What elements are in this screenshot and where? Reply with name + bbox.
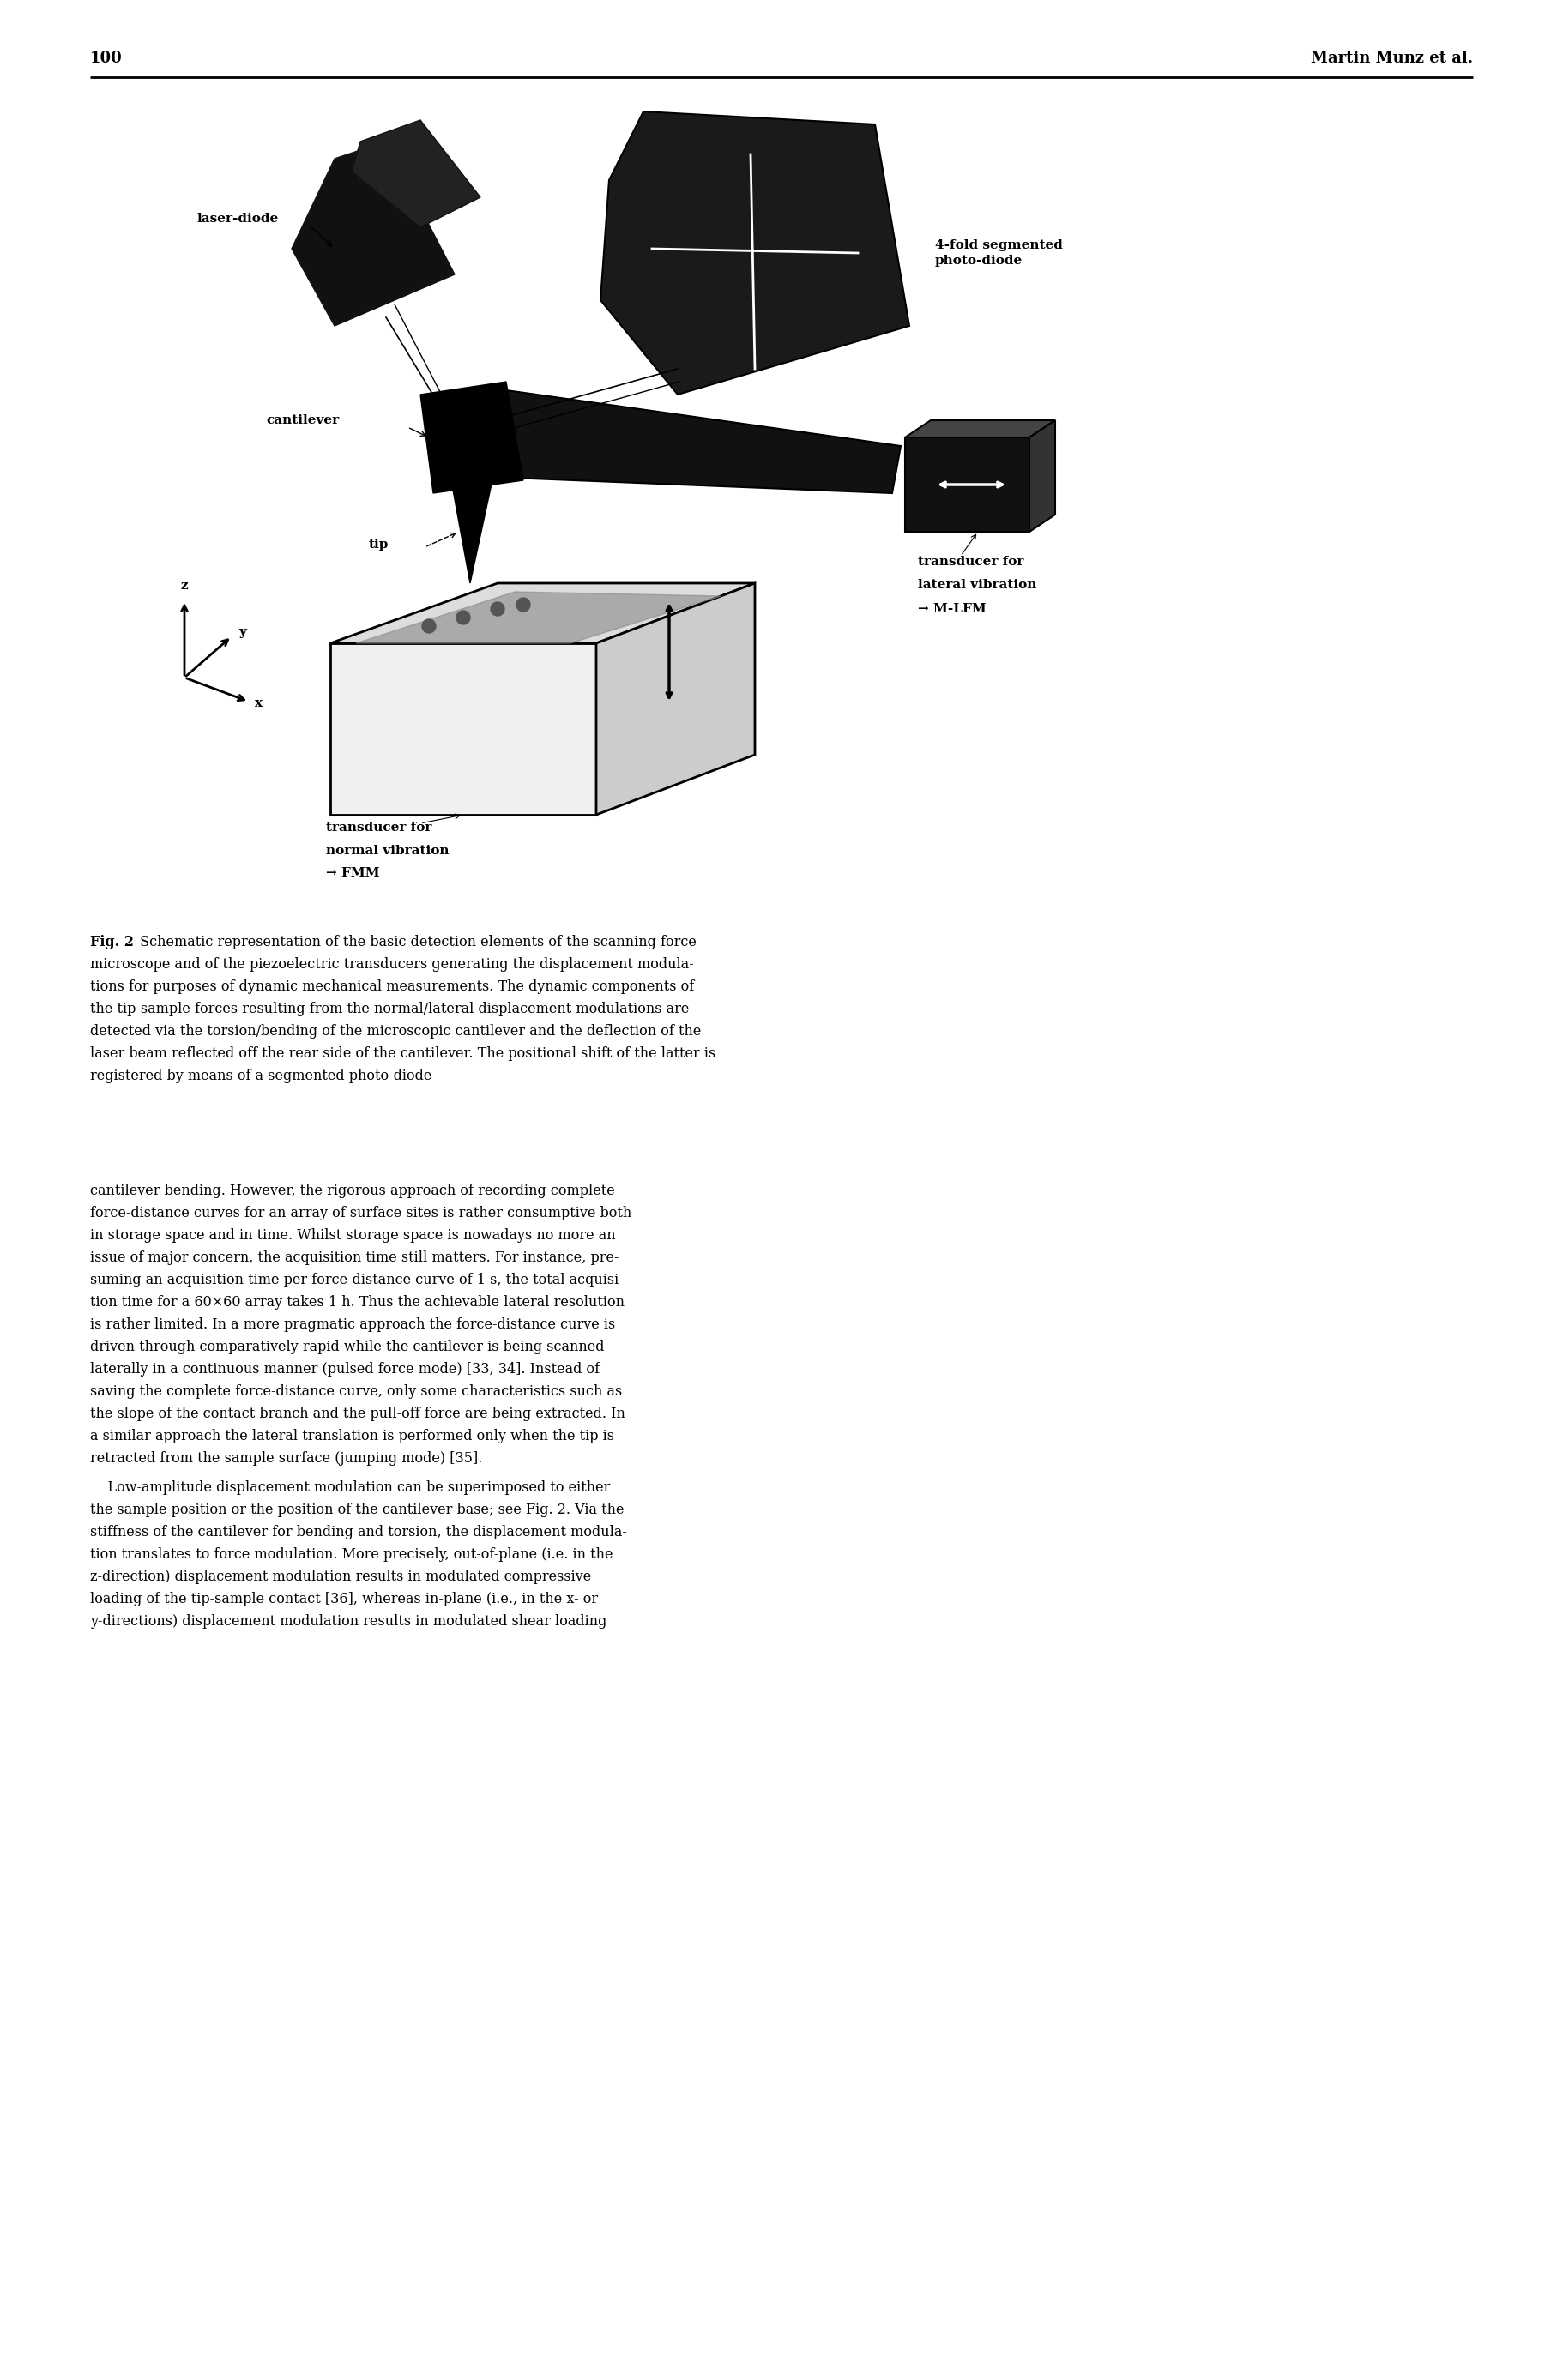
Text: 4-fold segmented
photo-diode: 4-fold segmented photo-diode — [935, 238, 1063, 267]
Polygon shape — [292, 140, 455, 326]
Text: → M-LFM: → M-LFM — [917, 602, 986, 614]
Text: laser-diode: laser-diode — [197, 212, 280, 224]
Text: → FMM: → FMM — [327, 866, 380, 878]
Text: tip: tip — [369, 538, 389, 550]
Polygon shape — [600, 112, 910, 395]
Text: cantilever: cantilever — [266, 414, 339, 426]
Text: suming an acquisition time per force-distance curve of 1 s, the total acquisi-: suming an acquisition time per force-dis… — [91, 1273, 624, 1288]
Text: saving the complete force-distance curve, only some characteristics such as: saving the complete force-distance curve… — [91, 1385, 622, 1399]
Text: driven through comparatively rapid while the cantilever is being scanned: driven through comparatively rapid while… — [91, 1340, 605, 1354]
Text: cantilever bending. However, the rigorous approach of recording complete: cantilever bending. However, the rigorou… — [91, 1183, 614, 1197]
Text: normal vibration: normal vibration — [327, 845, 449, 857]
Text: Fig. 2: Fig. 2 — [91, 935, 134, 950]
Polygon shape — [905, 438, 1043, 531]
Text: z-direction) displacement modulation results in modulated compressive: z-direction) displacement modulation res… — [91, 1568, 591, 1585]
Text: transducer for: transducer for — [327, 821, 431, 833]
Polygon shape — [1030, 421, 1055, 531]
Text: the tip-sample forces resulting from the normal/lateral displacement modulations: the tip-sample forces resulting from the… — [91, 1002, 689, 1016]
Text: retracted from the sample surface (jumping mode) [35].: retracted from the sample surface (jumpi… — [91, 1452, 483, 1466]
Polygon shape — [905, 421, 1055, 438]
Text: Low-amplitude displacement modulation can be superimposed to either: Low-amplitude displacement modulation ca… — [91, 1480, 610, 1495]
Text: force-distance curves for an array of surface sites is rather consumptive both: force-distance curves for an array of su… — [91, 1207, 631, 1221]
Text: tion translates to force modulation. More precisely, out-of-plane (i.e. in the: tion translates to force modulation. Mor… — [91, 1547, 613, 1561]
Circle shape — [422, 619, 436, 633]
Text: the slope of the contact branch and the pull-off force are being extracted. In: the slope of the contact branch and the … — [91, 1407, 625, 1421]
Text: lateral vibration: lateral vibration — [917, 578, 1036, 590]
Text: laterally in a continuous manner (pulsed force mode) [33, 34]. Instead of: laterally in a continuous manner (pulsed… — [91, 1361, 600, 1376]
Text: issue of major concern, the acquisition time still matters. For instance, pre-: issue of major concern, the acquisition … — [91, 1250, 619, 1266]
Text: a similar approach the lateral translation is performed only when the tip is: a similar approach the lateral translati… — [91, 1428, 614, 1442]
Text: Schematic representation of the basic detection elements of the scanning force: Schematic representation of the basic de… — [136, 935, 697, 950]
Text: y: y — [239, 626, 245, 638]
Text: registered by means of a segmented photo-diode: registered by means of a segmented photo… — [91, 1069, 431, 1083]
Text: y-directions) displacement modulation results in modulated shear loading: y-directions) displacement modulation re… — [91, 1614, 606, 1628]
Text: 100: 100 — [91, 50, 122, 67]
Circle shape — [516, 597, 530, 612]
Polygon shape — [330, 643, 596, 814]
Polygon shape — [356, 593, 721, 643]
Circle shape — [456, 612, 470, 624]
Text: loading of the tip-sample contact [36], whereas in-plane (i.e., in the x- or: loading of the tip-sample contact [36], … — [91, 1592, 599, 1607]
Polygon shape — [352, 119, 480, 226]
Text: laser beam reflected off the rear side of the cantilever. The positional shift o: laser beam reflected off the rear side o… — [91, 1047, 716, 1061]
Text: stiffness of the cantilever for bending and torsion, the displacement modula-: stiffness of the cantilever for bending … — [91, 1526, 627, 1540]
Text: transducer for: transducer for — [917, 557, 1024, 569]
Text: is rather limited. In a more pragmatic approach the force-distance curve is: is rather limited. In a more pragmatic a… — [91, 1319, 616, 1333]
Text: microscope and of the piezoelectric transducers generating the displacement modu: microscope and of the piezoelectric tran… — [91, 957, 694, 971]
Text: in storage space and in time. Whilst storage space is nowadays no more an: in storage space and in time. Whilst sto… — [91, 1228, 616, 1242]
Polygon shape — [330, 583, 755, 643]
Text: the sample position or the position of the cantilever base; see Fig. 2. Via the: the sample position or the position of t… — [91, 1502, 624, 1516]
Text: tion time for a 60×60 array takes 1 h. Thus the achievable lateral resolution: tion time for a 60×60 array takes 1 h. T… — [91, 1295, 625, 1309]
Text: tions for purposes of dynamic mechanical measurements. The dynamic components of: tions for purposes of dynamic mechanical… — [91, 981, 694, 995]
Polygon shape — [420, 381, 524, 493]
Circle shape — [491, 602, 505, 616]
Text: detected via the torsion/bending of the microscopic cantilever and the deflectio: detected via the torsion/bending of the … — [91, 1023, 702, 1038]
Polygon shape — [596, 583, 755, 814]
Text: Martin Munz et al.: Martin Munz et al. — [1311, 50, 1472, 67]
Polygon shape — [450, 476, 494, 583]
Text: x: x — [255, 697, 263, 709]
Text: z: z — [181, 581, 188, 593]
Polygon shape — [438, 390, 900, 493]
